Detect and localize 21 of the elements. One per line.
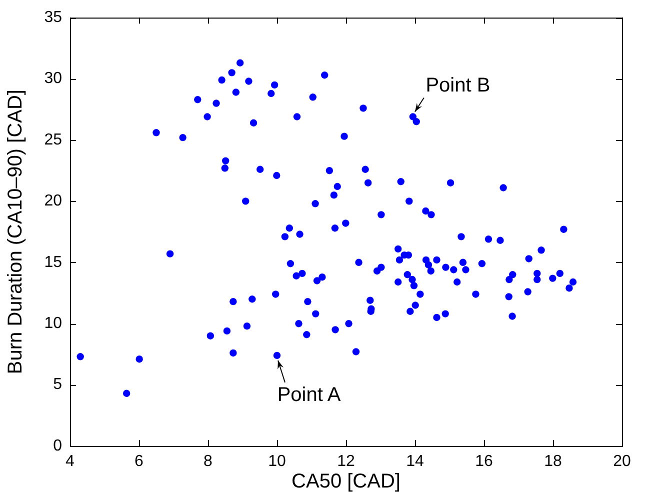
x-tick-label: 10 [268, 453, 286, 470]
annotation: Point A [277, 384, 342, 406]
y-axis-title: Burn Duration (CA10–90) [CAD] [4, 90, 27, 374]
y-tick-label: 30 [44, 70, 62, 88]
y-tick-label: 25 [44, 131, 62, 148]
x-tick-label: 4 [66, 453, 75, 470]
x-tick-label: 8 [204, 453, 213, 470]
annotation: Point B [426, 74, 490, 96]
x-tick-label: 6 [134, 453, 144, 470]
x-axis-title: CA50 [CAD] [292, 470, 400, 493]
y-tick-label: 15 [44, 254, 62, 271]
x-tick-label: 20 [613, 453, 631, 470]
y-tick-label: 0 [53, 437, 62, 454]
y-tick-label: 35 [44, 9, 62, 26]
x-tick-label: 18 [544, 453, 562, 470]
x-tick-label: 12 [337, 453, 355, 470]
x-tick-label: 16 [475, 453, 493, 470]
y-tick-label: 20 [44, 192, 62, 210]
y-tick-label: 10 [44, 315, 62, 332]
y-tick-label: 5 [53, 376, 62, 394]
x-tick-label: 14 [406, 453, 424, 470]
